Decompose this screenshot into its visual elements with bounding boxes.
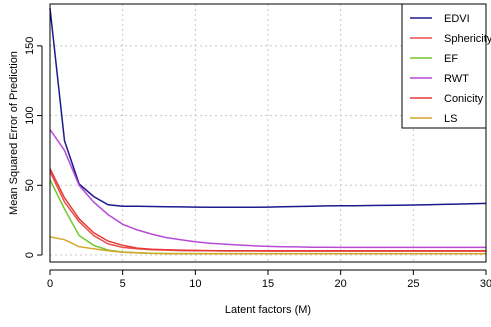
x-tick-label: 20 bbox=[335, 278, 347, 290]
legend-label: LS bbox=[444, 113, 457, 125]
x-tick-label: 15 bbox=[262, 278, 274, 290]
y-tick-label: 50 bbox=[24, 179, 36, 191]
x-tick-label: 30 bbox=[480, 278, 491, 290]
legend-label: Sphericity bbox=[444, 33, 491, 45]
legend-label: RWT bbox=[444, 73, 469, 85]
series-line-edvi bbox=[49, 8, 487, 209]
y-tick-label: 0 bbox=[24, 252, 36, 258]
legend: EDVI Sphericity EF RWT Conicity LS bbox=[401, 3, 491, 129]
y-tick-label: 100 bbox=[24, 106, 36, 124]
series-lines bbox=[49, 8, 487, 255]
plot-frame bbox=[49, 3, 487, 263]
series-line-ls bbox=[49, 236, 486, 255]
y-axis-label: Mean Squared Error of Prediction bbox=[8, 51, 20, 215]
legend-label: EDVI bbox=[444, 13, 470, 25]
x-tick-label: 0 bbox=[47, 278, 53, 290]
legend-label: Conicity bbox=[444, 93, 484, 105]
series-line-conicity bbox=[49, 168, 486, 252]
x-tick-label: 5 bbox=[120, 278, 126, 290]
series-line-rwt bbox=[49, 129, 486, 249]
y-tick-label: 150 bbox=[24, 37, 36, 55]
legend-box bbox=[401, 3, 487, 129]
x-tick-label: 10 bbox=[189, 278, 201, 290]
x-tick-label: 25 bbox=[407, 278, 419, 290]
x-axis-label: Latent factors (M) bbox=[225, 304, 311, 316]
axes: 0 5 10 15 20 25 30 0 50 100 150 bbox=[24, 37, 491, 290]
legend-label: EF bbox=[444, 53, 458, 65]
